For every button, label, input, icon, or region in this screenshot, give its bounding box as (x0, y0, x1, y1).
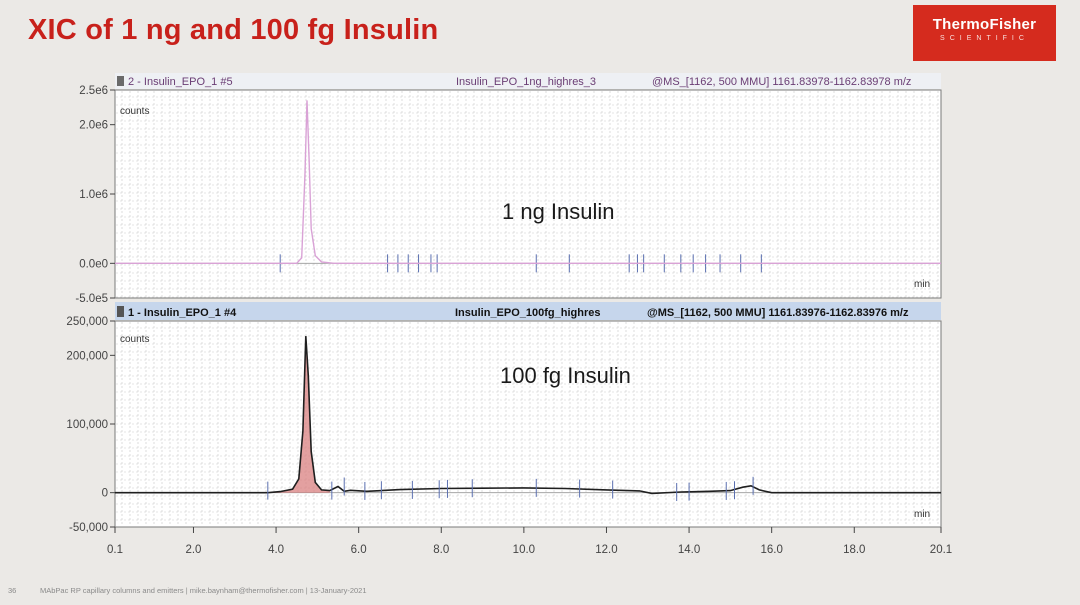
top-header-left: 2 - Insulin_EPO_1 #5 (128, 76, 233, 88)
slide-title: XIC of 1 ng and 100 fg Insulin (28, 14, 439, 46)
bottom-ytick-label: 100,000 (66, 419, 108, 431)
top-y-axis: 2.5e6 2.0e6 1.0e6 0.0e0 -5.0e5 (75, 85, 115, 305)
x-tick-label: 6.0 (351, 544, 367, 556)
footer-text: MAbPac RP capillary columns and emitters… (40, 586, 367, 595)
top-ytick-label: 1.0e6 (79, 189, 108, 201)
logo-main-text: ThermoFisher (932, 16, 1037, 33)
x-tick-label: 14.0 (678, 544, 700, 556)
xic-chart: 2 - Insulin_EPO_1 #5 Insulin_EPO_1ng_hig… (66, 73, 952, 556)
bottom-annotation: 100 fg Insulin (500, 363, 631, 388)
logo-sub-text: SCIENTIFIC (940, 35, 1029, 42)
top-x-unit-label: min (914, 279, 930, 290)
bottom-header-mid: Insulin_EPO_100fg_highres (455, 307, 601, 319)
top-panel-trace-icon (117, 76, 124, 86)
bottom-ytick-label: 250,000 (66, 316, 108, 328)
x-tick-label: 0.1 (107, 544, 123, 556)
top-header-mid: Insulin_EPO_1ng_highres_3 (456, 76, 596, 88)
top-header-right: @MS_[1162, 500 MMU] 1161.83978-1162.8397… (652, 76, 911, 88)
top-annotation: 1 ng Insulin (502, 199, 615, 224)
bottom-y-axis: 250,000 200,000 100,000 0 -50,000 (66, 316, 115, 534)
x-tick-label: 8.0 (433, 544, 449, 556)
top-trace-line (115, 100, 941, 265)
top-panel: 2 - Insulin_EPO_1 #5 Insulin_EPO_1ng_hig… (75, 73, 942, 305)
top-y-unit-label: counts (120, 106, 149, 117)
bottom-x-unit-label: min (914, 509, 930, 520)
bottom-grid (115, 322, 941, 526)
bottom-panel: 1 - Insulin_EPO_1 #4 Insulin_EPO_100fg_h… (66, 302, 952, 556)
x-tick-label: 2.0 (185, 544, 201, 556)
bottom-header-right: @MS_[1162, 500 MMU] 1161.83976-1162.8397… (647, 307, 909, 319)
top-ytick-label: -5.0e5 (75, 293, 108, 305)
top-ytick-label: 0.0e0 (79, 258, 108, 270)
x-axis: 0.1 2.0 4.0 6.0 8.0 10.0 12.0 14.0 16.0 18.0 20.1 (107, 527, 952, 556)
bottom-ytick-label: -50,000 (69, 522, 108, 534)
x-tick-label: 16.0 (760, 544, 782, 556)
bottom-panel-header-bar (115, 302, 941, 320)
bottom-ytick-label: 0 (102, 488, 108, 500)
top-grid (115, 91, 941, 298)
x-tick-label: 20.1 (930, 544, 952, 556)
top-ytick-label: 2.5e6 (79, 85, 108, 97)
footer-page-number: 36 (8, 586, 17, 595)
top-ytick-label: 2.0e6 (79, 120, 108, 132)
x-tick-label: 10.0 (513, 544, 535, 556)
bottom-ytick-label: 200,000 (66, 350, 108, 362)
bottom-header-left: 1 - Insulin_EPO_1 #4 (128, 307, 237, 319)
bottom-y-unit-label: counts (120, 334, 149, 345)
x-tick-label: 12.0 (595, 544, 617, 556)
footer: 36 MAbPac RP capillary columns and emitt… (0, 586, 1080, 600)
top-panel-header-bar (115, 73, 941, 89)
x-tick-label: 4.0 (268, 544, 284, 556)
x-tick-label: 18.0 (843, 544, 865, 556)
bottom-peak-markers (267, 476, 754, 501)
thermofisher-logo: ThermoFisher SCIENTIFIC (913, 5, 1056, 61)
bottom-trace-line (115, 336, 941, 495)
bottom-panel-trace-icon (117, 306, 124, 317)
